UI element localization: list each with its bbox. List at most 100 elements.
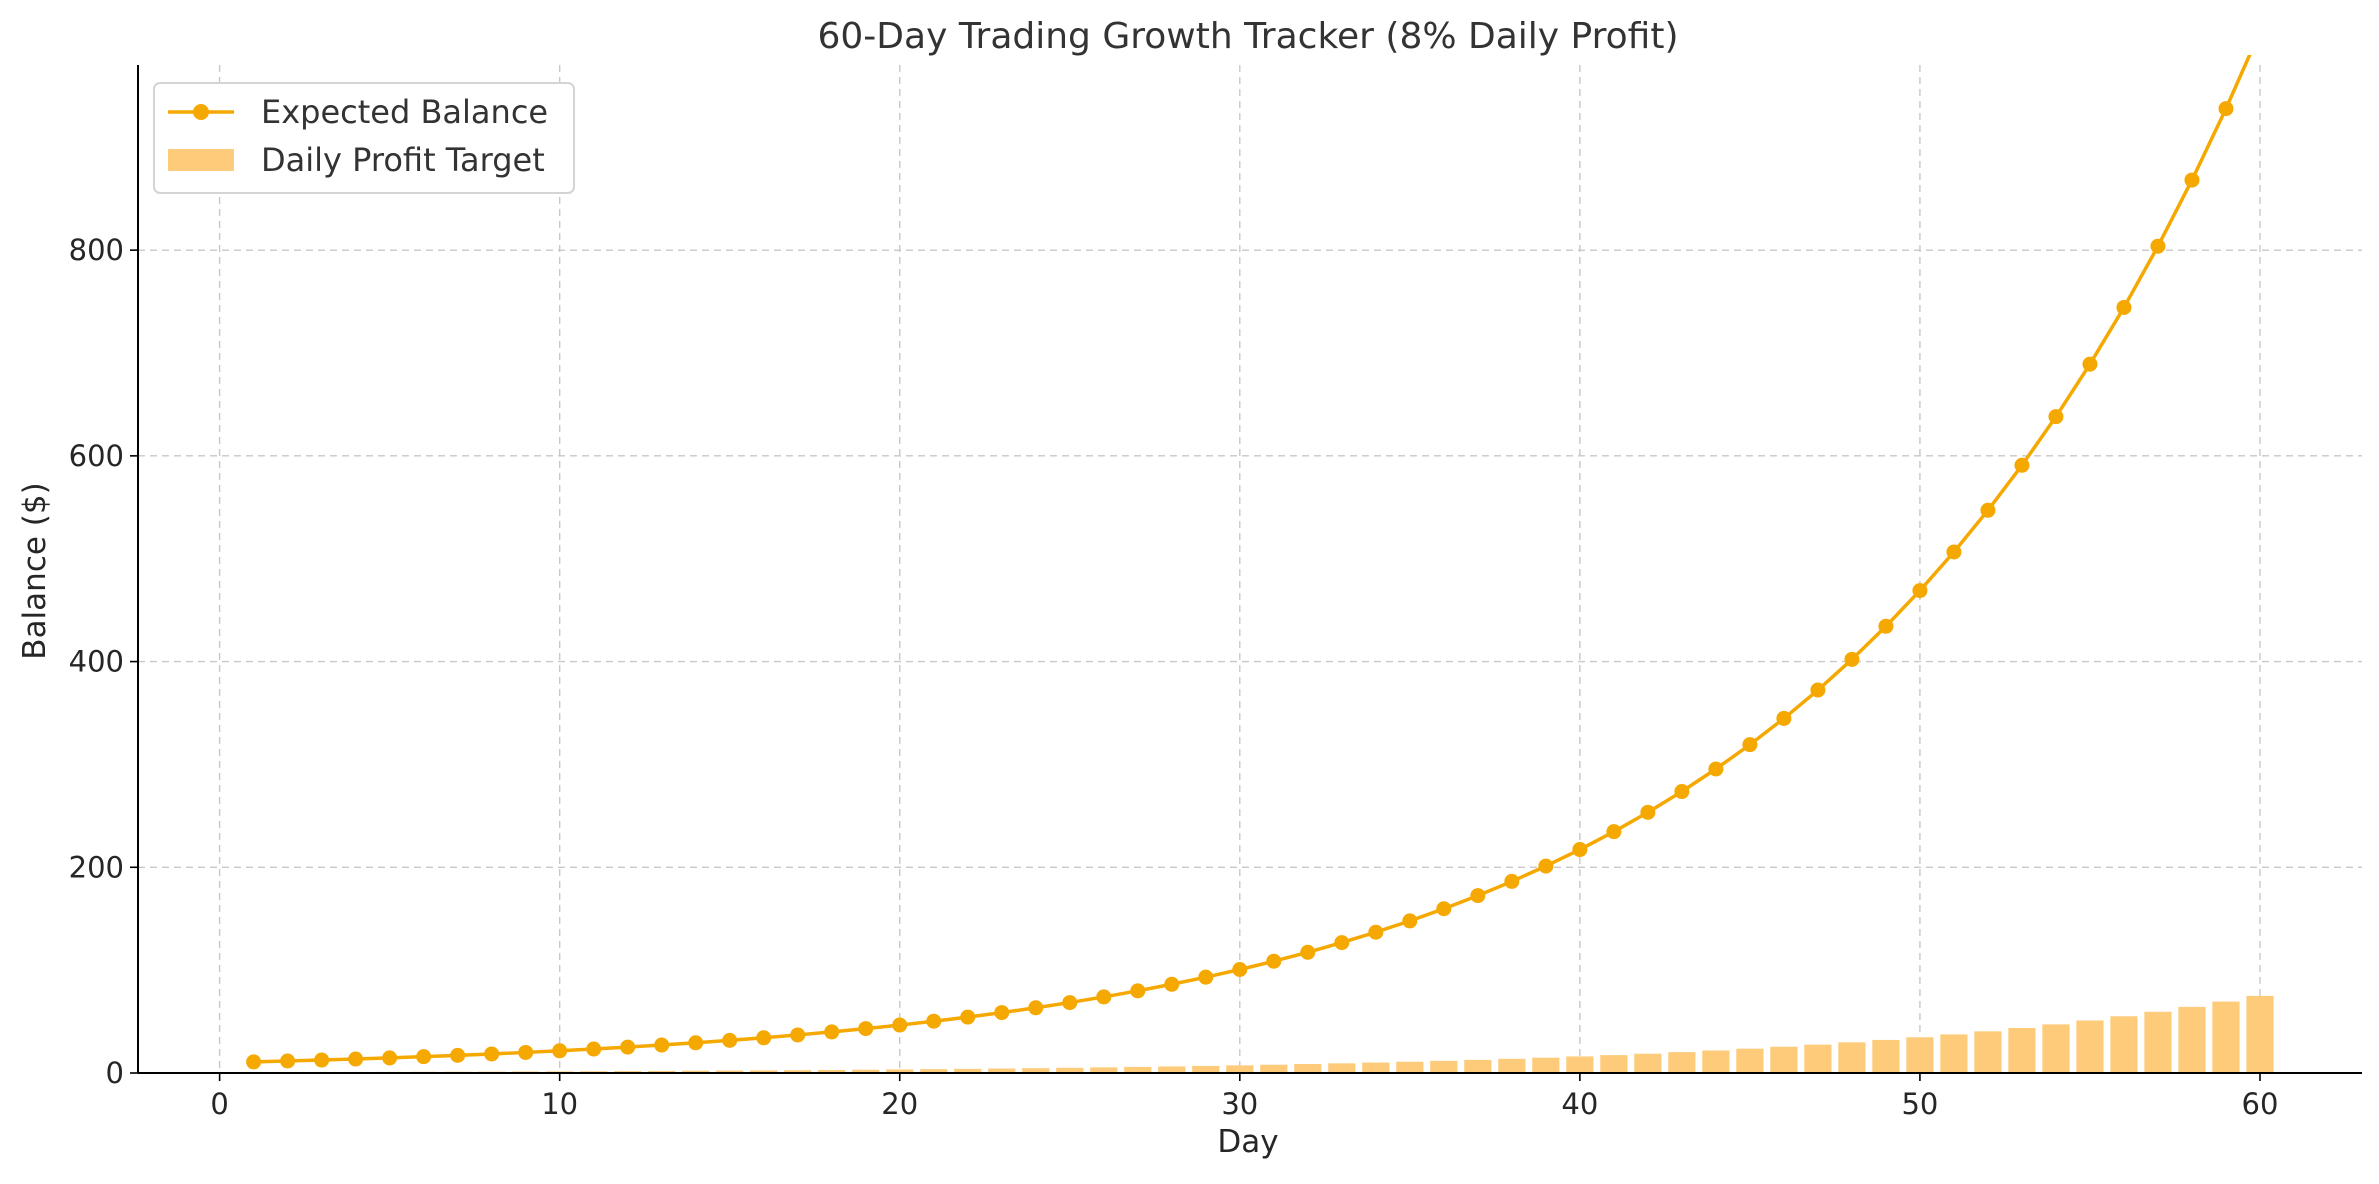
profit-bar [1192, 1065, 1220, 1073]
profit-bar [2008, 1027, 2036, 1073]
axes [137, 65, 2362, 1074]
profit-bar [1702, 1050, 1730, 1073]
profit-bar [1328, 1063, 1356, 1073]
profit-bar [750, 1070, 778, 1073]
balance-point [1334, 935, 1350, 951]
balance-point [1844, 651, 1860, 667]
profit-bar [1668, 1052, 1696, 1073]
profit-bar [886, 1069, 914, 1073]
balance-point [1640, 804, 1656, 820]
gridlines [138, 65, 2362, 1073]
balance-point [2150, 238, 2166, 254]
balance-point [654, 1037, 670, 1053]
profit-bar [1566, 1056, 1594, 1073]
profit-bar [2212, 1001, 2240, 1073]
x-tick-label: 10 [541, 1087, 578, 1121]
balance-point [1028, 1000, 1044, 1016]
balance-point [280, 1053, 296, 1069]
profit-bar [1226, 1065, 1254, 1073]
profit-bar [920, 1069, 948, 1073]
profit-bar [1090, 1067, 1118, 1073]
profit-bar [682, 1070, 710, 1073]
profit-bar [2042, 1024, 2070, 1073]
profit-bar [1804, 1044, 1832, 1073]
profit-bar [1532, 1057, 1560, 1073]
profit-bar [1600, 1055, 1628, 1073]
legend-bar-swatch [168, 149, 234, 171]
balance-point [960, 1009, 976, 1025]
x-axis-label: Day [1217, 1124, 1278, 1160]
legend-label-expected-balance: Expected Balance [261, 93, 548, 131]
y-tick-label: 200 [69, 850, 124, 884]
balance-point [416, 1049, 432, 1065]
balance-point [1912, 583, 1928, 599]
profit-bar [1362, 1062, 1390, 1073]
balance-point [1878, 618, 1894, 634]
balance-point [1606, 824, 1622, 840]
profit-bar [1736, 1048, 1764, 1073]
balance-point [382, 1050, 398, 1066]
x-tick-label: 40 [1561, 1087, 1598, 1121]
balance-point [1708, 761, 1724, 777]
profit-bar [1158, 1066, 1186, 1073]
profit-bar [648, 1070, 676, 1073]
balance-point [586, 1041, 602, 1057]
balance-point [1946, 544, 1962, 560]
balance-point [1402, 913, 1418, 929]
balance-point [2116, 299, 2132, 315]
profit-bar [2076, 1020, 2104, 1073]
balance-point [1742, 737, 1758, 753]
balance-point [2184, 172, 2200, 188]
balance-point [1266, 953, 1282, 969]
balance-point [824, 1024, 840, 1040]
balance-point [2252, 24, 2267, 39]
profit-bar [2110, 1016, 2138, 1073]
balance-point [314, 1052, 330, 1068]
balance-point [2014, 457, 2030, 473]
balance-point [1810, 682, 1826, 698]
profit-bar [1124, 1066, 1152, 1073]
x-tick-label: 0 [210, 1087, 228, 1121]
balance-point [858, 1021, 874, 1037]
balance-point [1674, 784, 1690, 800]
balance-point [790, 1027, 806, 1043]
balance-point [1368, 924, 1384, 940]
balance-point [688, 1035, 704, 1051]
balance-point [1130, 983, 1146, 999]
balance-point [1980, 502, 1996, 518]
profit-bar [784, 1070, 812, 1073]
profit-bar [1498, 1058, 1526, 1073]
legend-box [153, 82, 575, 194]
x-tick-label: 20 [881, 1087, 918, 1121]
profit-bar [1022, 1068, 1050, 1073]
profit-bar [2178, 1006, 2206, 1073]
balance-point [552, 1043, 568, 1059]
balance-point [484, 1046, 500, 1062]
x-tick-label: 60 [2242, 1087, 2279, 1121]
chart-title: 60-Day Trading Growth Tracker (8% Daily … [818, 16, 1679, 57]
balance-point [994, 1005, 1010, 1021]
profit-bar [1464, 1059, 1492, 1073]
profit-bar [818, 1069, 846, 1073]
y-tick-label: 800 [69, 233, 124, 267]
profit-bar [1906, 1037, 1934, 1073]
x-tick-label: 50 [1901, 1087, 1938, 1121]
legend-marker-swatch [193, 104, 209, 120]
balance-point [2048, 409, 2064, 425]
balance-point [246, 1054, 262, 1070]
balance-point [1164, 976, 1180, 992]
profit-bar [852, 1069, 880, 1073]
profit-bar [1838, 1042, 1866, 1073]
profit-bar [2144, 1011, 2172, 1073]
balance-point [2218, 101, 2234, 117]
line-series [246, 24, 2267, 1070]
balance-point [756, 1030, 772, 1046]
balance-point [450, 1047, 466, 1063]
balance-point [1300, 944, 1316, 960]
balance-point [1198, 969, 1214, 985]
y-tick-label: 400 [69, 645, 124, 679]
profit-bar [1260, 1064, 1288, 1073]
balance-point [722, 1032, 738, 1048]
